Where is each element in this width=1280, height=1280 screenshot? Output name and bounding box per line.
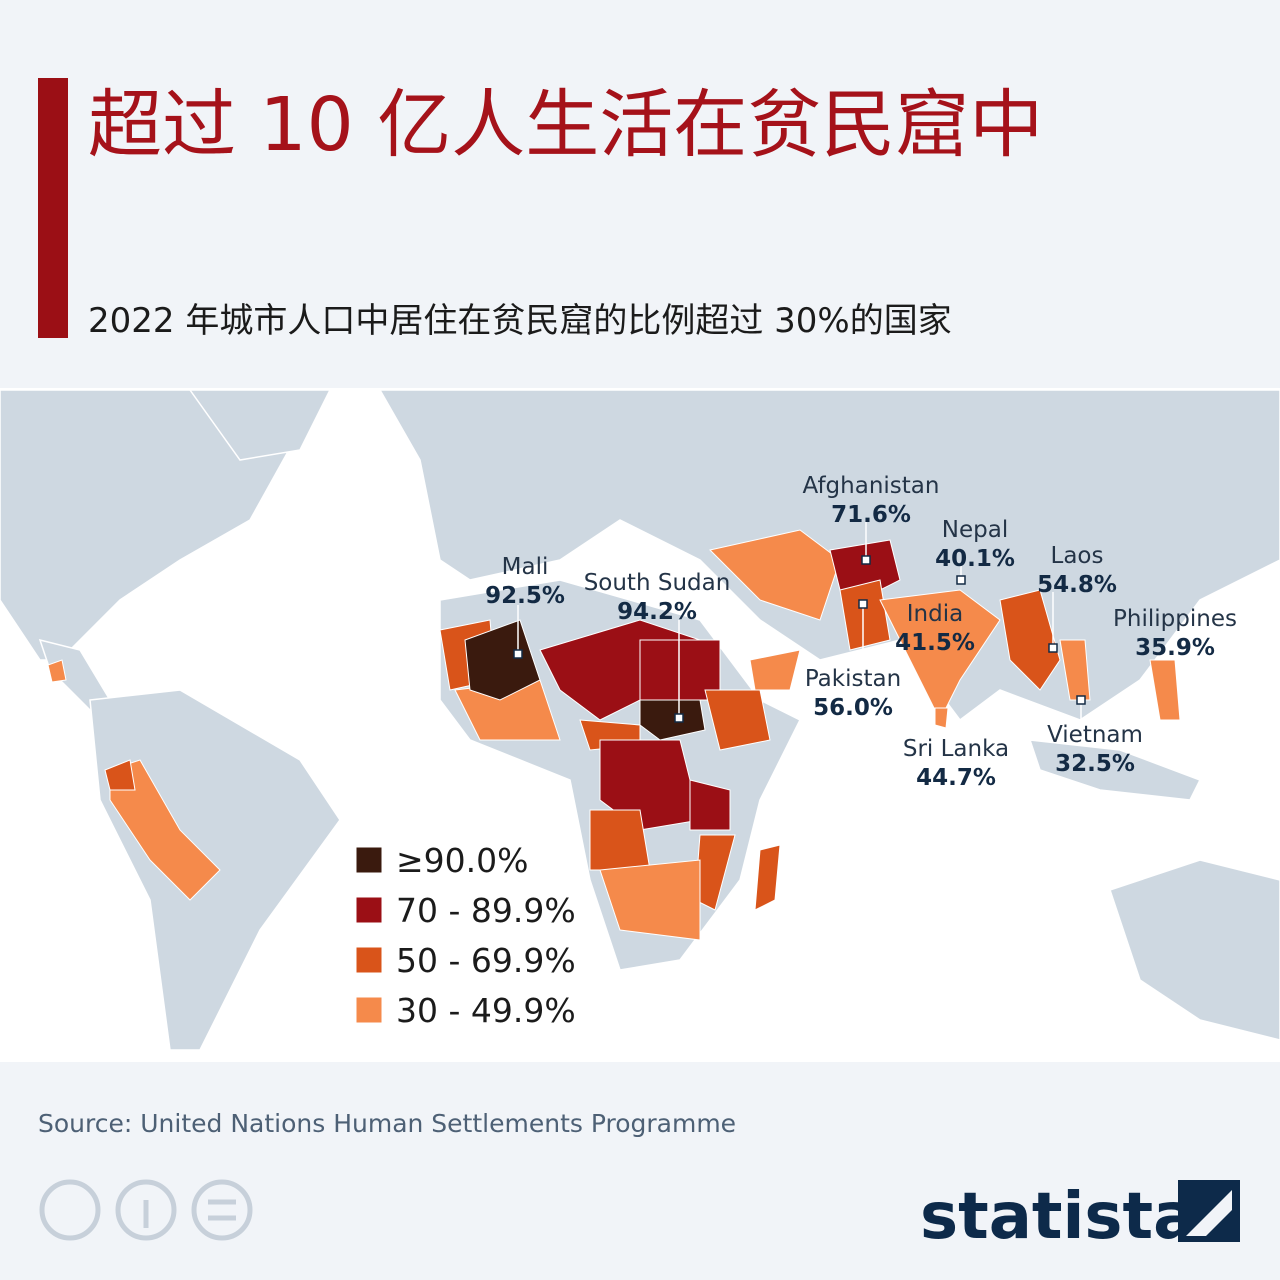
source: Source: United Nations Human Settlements… <box>38 1109 736 1138</box>
country-value: 54.8% <box>1037 572 1117 598</box>
legend-swatch <box>355 946 383 974</box>
leader-dot <box>858 599 868 609</box>
region <box>709 529 841 621</box>
legend-label: 70 - 89.9% <box>396 891 576 930</box>
australia <box>1109 859 1280 1041</box>
legend-swatch <box>355 896 383 924</box>
accent-bar <box>38 78 68 338</box>
region <box>109 759 221 901</box>
legend: ≥90.0% 70 - 89.9% 50 - 69.9% 30 - 49.9% <box>355 841 576 1030</box>
leader-dot <box>513 649 523 659</box>
region <box>599 859 701 941</box>
country-value: 35.9% <box>1135 635 1215 661</box>
cc-icon <box>39 1179 101 1241</box>
country-name: Nepal <box>942 517 1008 543</box>
country-name: South Sudan <box>584 570 731 596</box>
license-icons <box>39 1179 253 1241</box>
greenland <box>188 389 332 461</box>
brand: statista <box>920 1180 1196 1254</box>
region <box>754 844 781 911</box>
region <box>599 739 701 831</box>
country-name: Sri Lanka <box>903 736 1009 762</box>
region <box>689 779 731 831</box>
country-name: Vietnam <box>1047 722 1143 748</box>
region <box>934 707 949 729</box>
country-name: Philippines <box>1113 606 1237 632</box>
country-name: India <box>907 601 963 627</box>
region <box>999 589 1061 691</box>
country-value: 41.5% <box>895 630 975 656</box>
region <box>704 689 771 751</box>
brand-icon <box>1178 1180 1240 1242</box>
region <box>464 619 541 701</box>
country-name: Mali <box>502 554 549 580</box>
legend-swatch <box>355 996 383 1024</box>
legend-label: 30 - 49.9% <box>396 991 576 1030</box>
brand-stripe <box>1186 1190 1232 1236</box>
region <box>104 759 136 791</box>
region <box>1149 659 1181 721</box>
title: 超过 10 亿人生活在贫民窟中 <box>88 82 1043 168</box>
country-name: Afghanistan <box>803 473 940 499</box>
region <box>879 589 1001 722</box>
country-name: Laos <box>1051 543 1104 569</box>
leader-dot <box>956 575 966 585</box>
leader-dot <box>861 555 871 565</box>
region <box>47 659 67 683</box>
subtitle: 2022 年城市人口中居住在贫民窟的比例超过 30%的国家 <box>88 301 952 341</box>
indonesia <box>1028 739 1202 801</box>
nd-icon <box>191 1179 253 1241</box>
leader-dot <box>1076 695 1086 705</box>
country-value: 32.5% <box>1055 751 1135 777</box>
legend-label: ≥90.0% <box>396 841 528 880</box>
legend-label: 50 - 69.9% <box>396 941 576 980</box>
legend-swatch <box>355 846 383 874</box>
country-value: 40.1% <box>935 546 1015 572</box>
country-value: 44.7% <box>916 765 996 791</box>
map: Mali 92.5% South Sudan 94.2% Afghanistan 71.6… <box>0 388 1280 1062</box>
leader-dot <box>674 713 684 723</box>
region <box>749 649 801 691</box>
country-value: 71.6% <box>831 502 911 528</box>
region <box>589 809 651 871</box>
by-icon <box>115 1179 177 1241</box>
region <box>639 699 706 741</box>
region <box>1059 639 1091 701</box>
leader-dot <box>1048 643 1058 653</box>
region <box>839 579 891 651</box>
callouts: Mali 92.5% South Sudan 94.2% Afghanistan 71.6… <box>485 473 1237 791</box>
country-value: 92.5% <box>485 583 565 609</box>
country-value: 56.0% <box>813 695 893 721</box>
country-value: 94.2% <box>617 599 697 625</box>
country-name: Pakistan <box>805 666 901 692</box>
